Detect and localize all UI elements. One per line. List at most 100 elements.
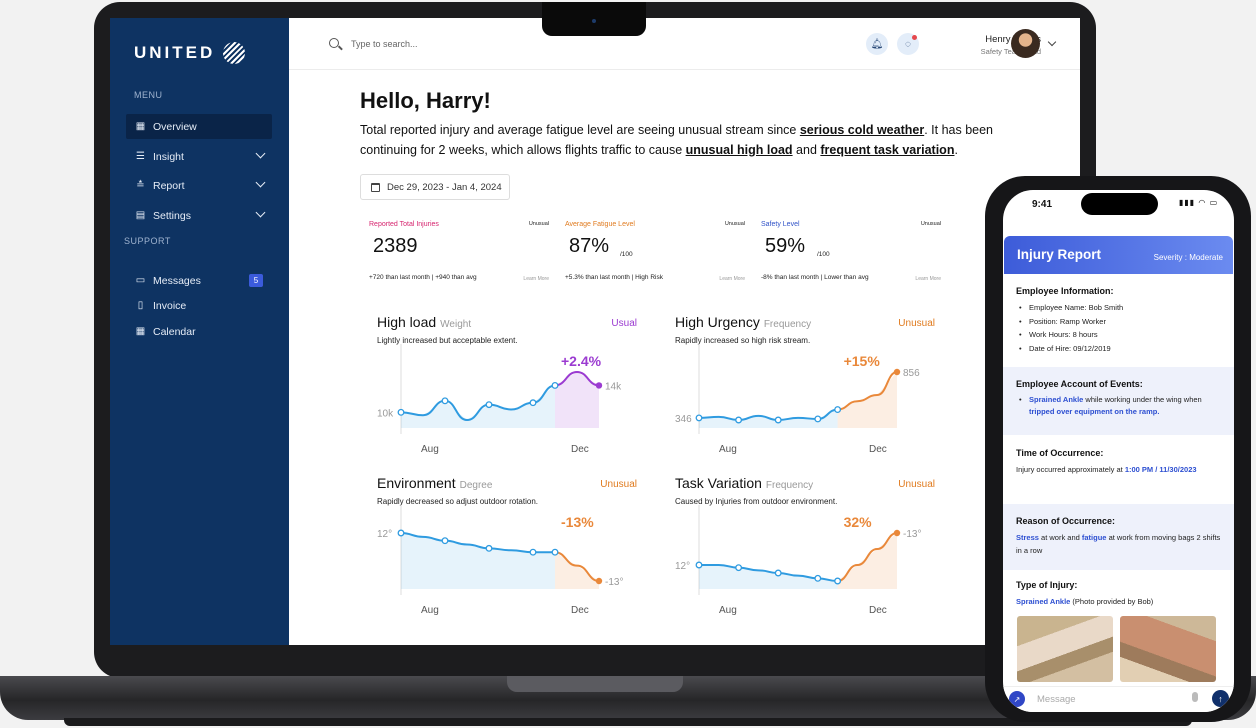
x-tick-label: Aug — [421, 444, 439, 455]
text: at work from moving bags 2 shifts in a r… — [1016, 533, 1221, 555]
summary-link-load[interactable]: unusual high load — [685, 142, 793, 157]
kpi-value: 59% — [765, 235, 806, 257]
sidebar-item-label: Calendar — [153, 325, 196, 338]
panel-description: Lightly increased but acceptable extent. — [377, 336, 518, 345]
kpi-value: 87% — [569, 235, 610, 257]
panel-title: High Urgency Frequency — [675, 314, 811, 330]
panel-flag: Unusual — [898, 479, 935, 490]
calendar-icon — [371, 182, 380, 192]
sidebar-item-label: Messages — [153, 274, 201, 287]
kpi-card-injuries: Reported Total Injuries Unusual 2389 +72… — [369, 216, 549, 286]
sliders-icon: ▤ — [135, 210, 146, 221]
trend-line — [837, 532, 898, 582]
summary-link-variation[interactable]: frequent task variation — [820, 142, 955, 157]
data-point — [551, 381, 559, 389]
end-label: 856 — [903, 368, 920, 379]
menu-caption: MENU — [134, 90, 163, 100]
search-input[interactable] — [351, 36, 551, 52]
data-point — [735, 416, 743, 424]
panel-title: Task Variation Frequency — [675, 475, 813, 491]
panel-description: Rapidly decreased so adjust outdoor rota… — [377, 497, 538, 506]
list-item: Employee Name: Bob Smith — [1016, 301, 1221, 315]
sidebar: UNITED MENU ▦ Overview ☰ Insight ≛ Repor… — [110, 18, 289, 645]
date-range-picker[interactable]: Dec 29, 2023 - Jan 4, 2024 — [360, 174, 510, 200]
data-point — [695, 561, 703, 569]
end-point — [893, 368, 901, 376]
chart-icon: ≛ — [136, 180, 145, 191]
panel-subtitle: Degree — [459, 480, 493, 491]
panel-description: Rapidly increased so high risk stream. — [675, 336, 811, 345]
chevron-down-icon — [255, 177, 266, 188]
reason-text: Stress at work and fatigue at work from … — [1016, 531, 1221, 557]
reason-section: Reason of Occurrence: Stress at work and… — [1003, 504, 1234, 570]
avatar[interactable] — [1011, 29, 1040, 58]
time-section: Time of Occurrence: Injury occurred appr… — [1003, 436, 1234, 504]
data-point — [814, 415, 822, 423]
date-range-label: Dec 29, 2023 - Jan 4, 2024 — [387, 181, 502, 193]
chart-group: 12° -13° 32% Aug Dec — [675, 505, 921, 616]
kpi-value: 2389 — [373, 235, 418, 257]
summary-part: Total reported injury and average fatigu… — [360, 123, 800, 137]
list-icon: ☰ — [136, 151, 145, 162]
sidebar-item-report[interactable]: ≛ Report — [126, 173, 272, 198]
message-input[interactable] — [1037, 692, 1187, 706]
sidebar-item-label: Settings — [153, 209, 191, 222]
base-area — [401, 385, 555, 428]
sidebar-item-insight[interactable]: ☰ Insight — [126, 144, 272, 169]
sidebar-item-overview[interactable]: ▦ Overview — [126, 114, 272, 139]
time-text: Injury occurred approximately at 1:00 PM… — [1016, 463, 1221, 476]
type-text: Sprained Ankle (Photo provided by Bob) — [1016, 595, 1221, 608]
injury-photo[interactable] — [1120, 616, 1216, 682]
chat-button[interactable]: ◌ — [897, 33, 919, 55]
summary-link-weather[interactable]: serious cold weather — [799, 123, 925, 137]
logo-text: UNITED — [134, 43, 216, 62]
data-point — [397, 529, 405, 537]
data-point — [695, 414, 703, 422]
summary-part: . It has been continuing for 2 weeks, wh… — [360, 123, 994, 157]
start-label: 12° — [377, 529, 392, 540]
sidebar-item-label: Insight — [153, 150, 184, 163]
notification-button[interactable]: 🔔︎ — [866, 33, 888, 55]
trend-chart: 12° -13° -13% Aug Dec — [377, 505, 623, 616]
list-item: Date of Hire: 09/12/2019 — [1016, 342, 1221, 356]
list-item: Work Hours: 8 hours — [1016, 328, 1221, 342]
text: at work and — [1038, 533, 1082, 542]
learn-more-link[interactable]: Learn More — [915, 276, 941, 282]
dynamic-island — [1081, 193, 1158, 215]
panel-title-text: Environment — [377, 475, 456, 491]
trend-chart: 10k 14k +2.4% Aug Dec — [377, 344, 622, 455]
data-point — [441, 397, 449, 405]
panel-description: Caused by Injuries from outdoor environm… — [675, 497, 838, 506]
change-label: 32% — [844, 514, 873, 530]
learn-more-link[interactable]: Learn More — [719, 276, 745, 282]
logo[interactable]: UNITED — [134, 42, 246, 64]
sidebar-item-settings[interactable]: ▤ Settings — [126, 203, 272, 228]
microphone-icon[interactable] — [1192, 692, 1198, 702]
trend-area — [555, 552, 599, 589]
learn-more-link[interactable]: Learn More — [523, 276, 549, 282]
end-point — [595, 382, 603, 389]
send-button[interactable]: ↑ — [1212, 690, 1229, 707]
change-label: +15% — [844, 353, 881, 369]
grid-icon: ▦ — [135, 121, 146, 132]
x-tick-label: Dec — [571, 444, 589, 455]
panel-subtitle: Frequency — [765, 480, 814, 491]
panel-title-text: High load — [377, 314, 437, 330]
trend-icon[interactable]: ↗ — [1009, 691, 1025, 707]
kpi-note: +5.3% than last month | High Risk — [565, 274, 663, 281]
start-label: 12° — [675, 561, 690, 572]
message-bar: ↗ ↑ — [1003, 686, 1234, 712]
x-tick-label: Aug — [421, 605, 439, 616]
x-tick-label: Dec — [869, 444, 887, 455]
sidebar-item-invoice[interactable]: ▯ Invoice — [126, 293, 272, 318]
kpi-card-safety: Safety Level Unusual 59% /100 -8% than l… — [761, 216, 941, 286]
panel-title-text: High Urgency — [675, 314, 760, 330]
change-label: -13% — [561, 514, 594, 530]
sidebar-item-calendar[interactable]: ▦ Calendar — [126, 319, 272, 344]
trend-chart: 346 856 +15% Aug Dec — [675, 344, 920, 455]
injury-photo[interactable] — [1017, 616, 1113, 682]
chart-group: 346 856 +15% Aug Dec — [675, 344, 920, 455]
chevron-down-icon[interactable] — [1047, 37, 1057, 47]
kpi-note: +720 than last month | +940 than avg — [369, 274, 477, 281]
sidebar-item-messages[interactable]: ▭ Messages 5 — [126, 268, 272, 293]
